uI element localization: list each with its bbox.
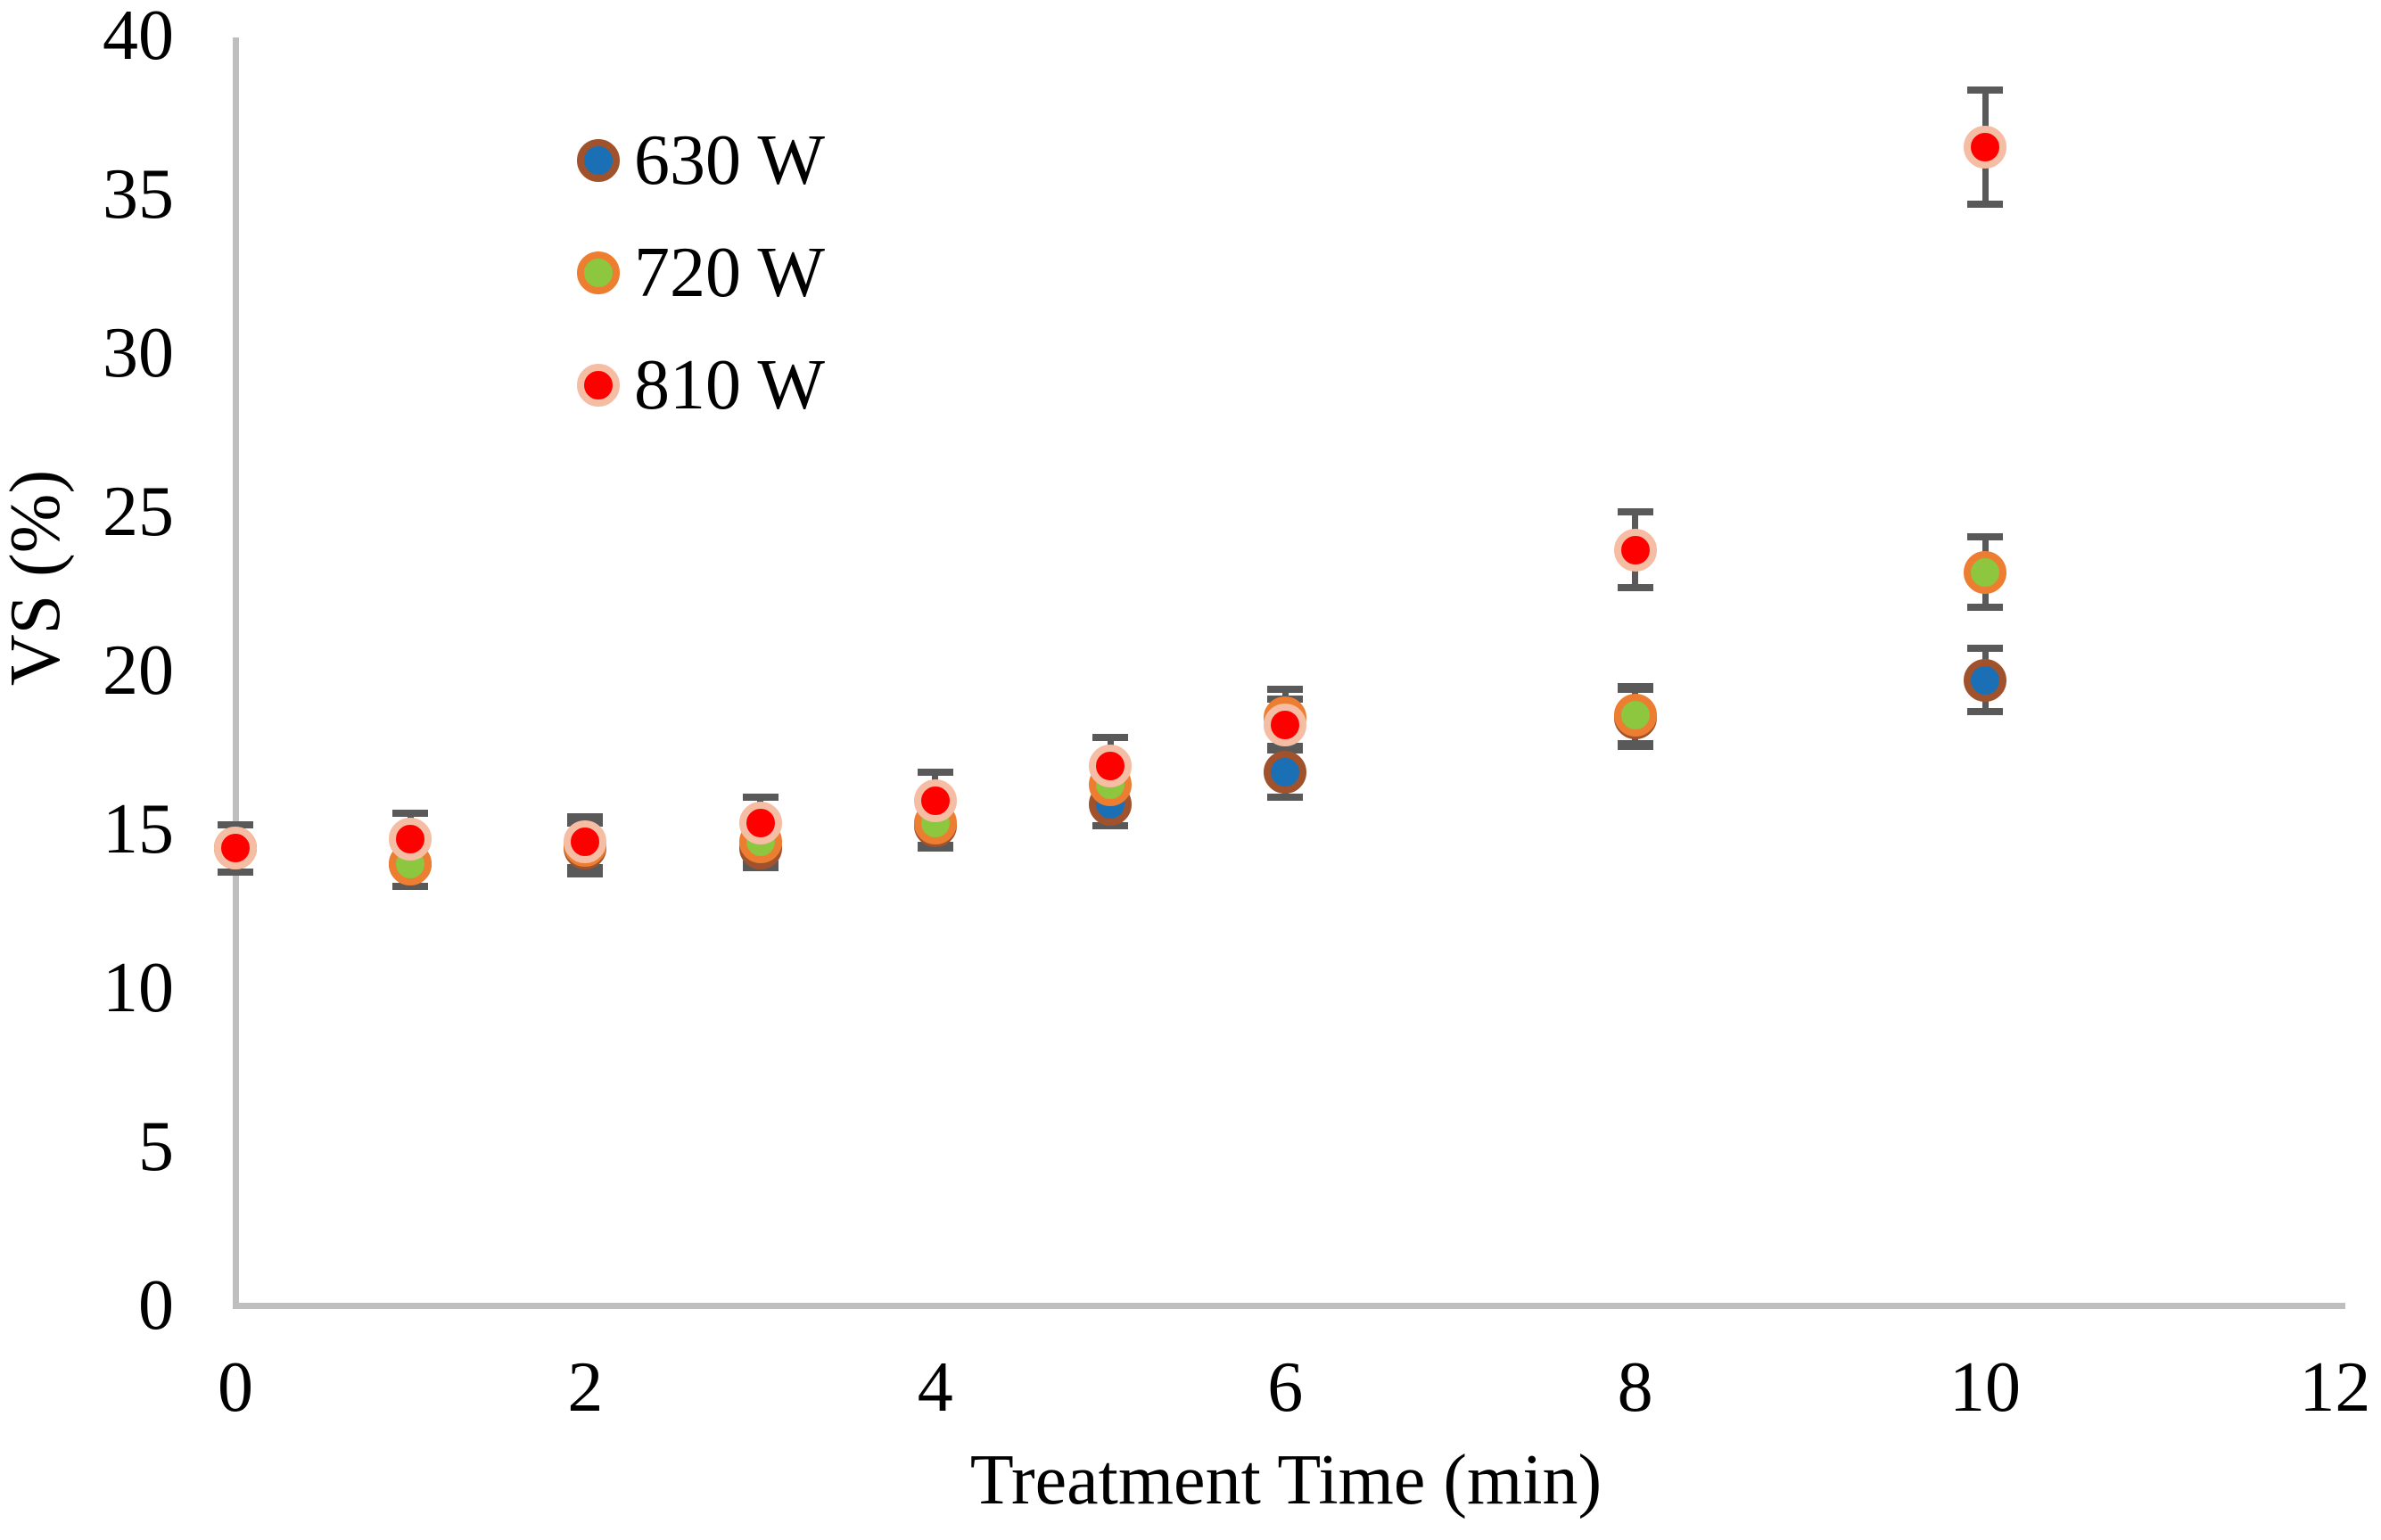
- error-bar-cap: [567, 869, 604, 877]
- error-bar-cap: [218, 869, 253, 877]
- legend-item-810-w: 810 W: [577, 329, 825, 441]
- error-bar-cap: [392, 810, 429, 818]
- data-point: [1264, 750, 1307, 794]
- y-tick-label: 15: [103, 790, 174, 869]
- y-tick-label: 0: [138, 1266, 174, 1345]
- y-tick-label: 5: [138, 1108, 174, 1186]
- x-tick-label: 12: [2299, 1348, 2371, 1427]
- legend-label: 720 W: [634, 234, 826, 312]
- error-bar-cap: [1967, 603, 2003, 611]
- x-axis-title: Treatment Time (min): [969, 1441, 1602, 1519]
- data-point: [913, 778, 957, 822]
- x-tick-label: 2: [567, 1348, 604, 1427]
- data-point: [1964, 125, 2006, 169]
- x-tick-label: 4: [917, 1348, 953, 1427]
- error-bar-cap: [1092, 822, 1128, 830]
- error-bar-cap: [1967, 533, 2003, 541]
- error-bar-cap: [1617, 682, 1653, 690]
- error-bar-cap: [1967, 645, 2003, 653]
- data-point: [1964, 550, 2006, 594]
- x-axis-line: [233, 1303, 2345, 1309]
- error-bar-cap: [1967, 200, 2003, 208]
- legend-item-720-w: 720 W: [577, 217, 825, 329]
- data-point: [738, 801, 782, 844]
- x-tick-label: 10: [1949, 1348, 2021, 1427]
- legend-marker-icon: [577, 251, 620, 294]
- y-tick-label: 40: [103, 0, 174, 75]
- error-bar-cap: [1092, 733, 1128, 741]
- error-bar-cap: [1617, 584, 1653, 592]
- y-tick-label: 30: [103, 314, 174, 392]
- x-tick-label: 0: [218, 1348, 253, 1427]
- legend-marker-icon: [577, 364, 620, 407]
- y-axis-line: [233, 37, 239, 1309]
- error-bar-cap: [1267, 794, 1304, 802]
- error-bar-cap: [917, 768, 953, 776]
- data-point: [1613, 693, 1657, 737]
- data-point: [564, 820, 607, 864]
- error-bar-cap: [218, 820, 253, 828]
- error-bar-cap: [392, 883, 429, 891]
- data-point: [1264, 703, 1307, 746]
- x-tick-label: 6: [1267, 1348, 1304, 1427]
- y-tick-label: 25: [103, 473, 174, 551]
- y-tick-label: 35: [103, 155, 174, 234]
- x-tick-label: 8: [1617, 1348, 1653, 1427]
- legend-marker-icon: [577, 139, 620, 182]
- error-bar-cap: [742, 794, 779, 802]
- error-bar-cap: [1617, 508, 1653, 515]
- error-bar-cap: [567, 812, 604, 820]
- y-tick-label: 20: [103, 631, 174, 710]
- data-point: [1613, 528, 1657, 572]
- y-tick-label: 10: [103, 949, 174, 1027]
- legend-item-630-w: 630 W: [577, 104, 825, 217]
- error-bar-cap: [1967, 86, 2003, 94]
- data-point: [1964, 658, 2006, 702]
- y-axis-title: VS (%): [0, 469, 75, 687]
- data-point: [214, 827, 257, 870]
- data-point: [1089, 744, 1132, 787]
- legend-label: 630 W: [634, 121, 826, 200]
- data-point: [389, 817, 433, 861]
- error-bar-cap: [1617, 739, 1653, 747]
- error-bar-cap: [1267, 746, 1304, 754]
- legend-label: 810 W: [634, 346, 826, 424]
- error-bar-cap: [1967, 708, 2003, 716]
- error-bar-cap: [1267, 686, 1304, 694]
